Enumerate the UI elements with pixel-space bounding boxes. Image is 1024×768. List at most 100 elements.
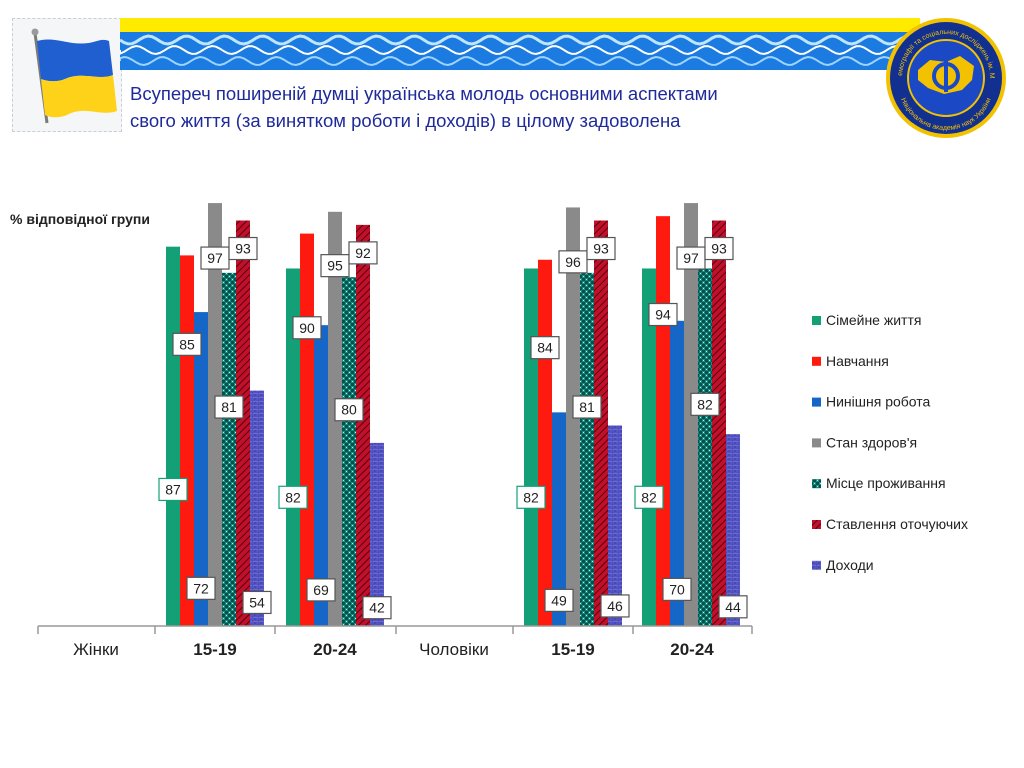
data-label: 85	[172, 332, 202, 356]
slide-title: Всупереч поширеній думці українська моло…	[130, 80, 870, 134]
x-axis: Жінки 15-19 20-24 Чоловіки 15-19 20-24	[37, 625, 753, 659]
data-label: 84	[530, 336, 560, 360]
data-label: 93	[586, 236, 616, 261]
data-label-box	[634, 485, 664, 509]
data-label-text: 93	[235, 241, 251, 257]
data-label-box	[214, 395, 244, 419]
legend-label: Ставлення оточуючих	[826, 516, 968, 532]
data-label-box	[306, 578, 336, 602]
legend-item: Місце проживання	[812, 475, 946, 491]
x-tick-label: 20-24	[670, 640, 714, 659]
data-label-box	[558, 250, 588, 274]
x-tick-label: 20-24	[313, 640, 357, 659]
data-label: 82	[516, 485, 546, 509]
data-label-box	[334, 398, 364, 422]
data-label: 93	[704, 236, 734, 261]
x-tick-label: 15-19	[193, 640, 236, 659]
data-label-box	[586, 236, 616, 261]
bar-доходи-2	[608, 425, 622, 626]
data-label-text: 81	[221, 399, 237, 415]
bar-доходи-3	[726, 434, 740, 626]
bar-ставлення-оточуючих-2	[594, 220, 608, 626]
data-label: 69	[306, 578, 336, 602]
data-label: 82	[634, 485, 664, 509]
data-label: 97	[676, 246, 706, 270]
legend-label: Нинішня робота	[826, 394, 931, 410]
data-label-box	[158, 477, 188, 502]
data-label-text: 82	[697, 396, 713, 412]
bar-ставлення-оточуючих-0	[236, 220, 250, 626]
data-label: 90	[292, 316, 322, 340]
data-label: 72	[186, 576, 216, 600]
slide-title-line-2: свого життя (за винятком роботи і доході…	[130, 110, 681, 131]
bar-доходи-0	[250, 390, 264, 626]
data-label: 46	[600, 594, 630, 618]
data-label-box	[228, 236, 258, 261]
data-label-text: 94	[655, 307, 671, 323]
y-axis-label: % відповідної групи	[10, 211, 150, 227]
bar-сімейне-життя-3	[642, 268, 656, 626]
bar-нинішня-робота-0	[194, 312, 208, 626]
data-label: 82	[278, 485, 308, 509]
bar-ставлення-оточуючих-1	[356, 224, 370, 626]
satisfaction-chart: % відповідної групи 87 82 82 82 85 90 84 94 72 69…	[0, 170, 1024, 690]
data-label-box	[648, 302, 678, 327]
data-label: 42	[362, 596, 392, 620]
data-label-text: 49	[551, 592, 567, 608]
bar-навчання-3	[656, 216, 670, 626]
data-label-text: 80	[341, 402, 357, 418]
data-label: 49	[544, 588, 574, 612]
data-label: 96	[558, 250, 588, 274]
bar-сімейне-життя-2	[524, 268, 538, 626]
legend-label: Доходи	[826, 557, 874, 573]
data-label: 93	[228, 236, 258, 261]
data-label-box	[278, 485, 308, 509]
bar-нинішня-робота-1	[314, 325, 328, 626]
bar-нинішня-робота-2	[552, 412, 566, 626]
data-label: 94	[648, 302, 678, 327]
legend-swatch	[812, 397, 821, 407]
data-label-box	[320, 254, 350, 278]
bar-доходи-1	[370, 442, 384, 626]
data-label-text: 97	[683, 250, 699, 266]
data-label: 81	[572, 395, 602, 419]
legend-swatch	[812, 520, 821, 529]
legend-label: Місце проживання	[826, 475, 946, 491]
data-label-text: 87	[165, 481, 181, 497]
data-labels-layer: 87 82 82 82 85 90 84 94 72 69 49 70 97 95 96 97 81 80 81 82…	[158, 236, 748, 620]
data-label-text: 82	[641, 489, 657, 505]
bar-ставлення-оточуючих-3	[712, 220, 726, 626]
data-label-box	[662, 577, 692, 601]
legend-swatch	[812, 356, 821, 366]
legend-item: Доходи	[812, 557, 874, 573]
data-label: 97	[200, 246, 230, 270]
data-label-box	[600, 594, 630, 618]
data-label-text: 84	[537, 340, 553, 356]
data-label: 54	[242, 590, 272, 615]
data-label: 95	[320, 254, 350, 278]
chart-svg: % відповідної групи 87 82 82 82 85 90 84 94 72 69…	[10, 203, 968, 659]
data-label: 70	[662, 577, 692, 601]
bars-layer	[166, 203, 740, 627]
data-label-box	[572, 395, 602, 419]
x-tick-label: 15-19	[551, 640, 594, 659]
data-label-text: 93	[593, 241, 609, 257]
data-label-box	[690, 392, 720, 416]
legend-item: Навчання	[812, 353, 889, 369]
data-label: 87	[158, 477, 188, 502]
x-group-label: Чоловіки	[419, 640, 489, 659]
legend-item: Ставлення оточуючих	[812, 516, 968, 532]
data-label: 82	[690, 392, 720, 416]
bar-сімейне-життя-1	[286, 268, 300, 626]
data-label-text: 82	[523, 489, 539, 505]
data-label: 81	[214, 395, 244, 419]
legend-swatch	[812, 479, 821, 489]
data-label-box	[516, 485, 546, 509]
data-label-text: 81	[579, 399, 595, 415]
data-label-text: 97	[207, 250, 223, 266]
bar-місце-проживання-1	[342, 277, 356, 626]
header-wave-banner	[120, 18, 920, 70]
x-group-label: Жінки	[73, 640, 119, 659]
data-label-text: 42	[369, 600, 385, 616]
bar-навчання-2	[538, 259, 552, 626]
